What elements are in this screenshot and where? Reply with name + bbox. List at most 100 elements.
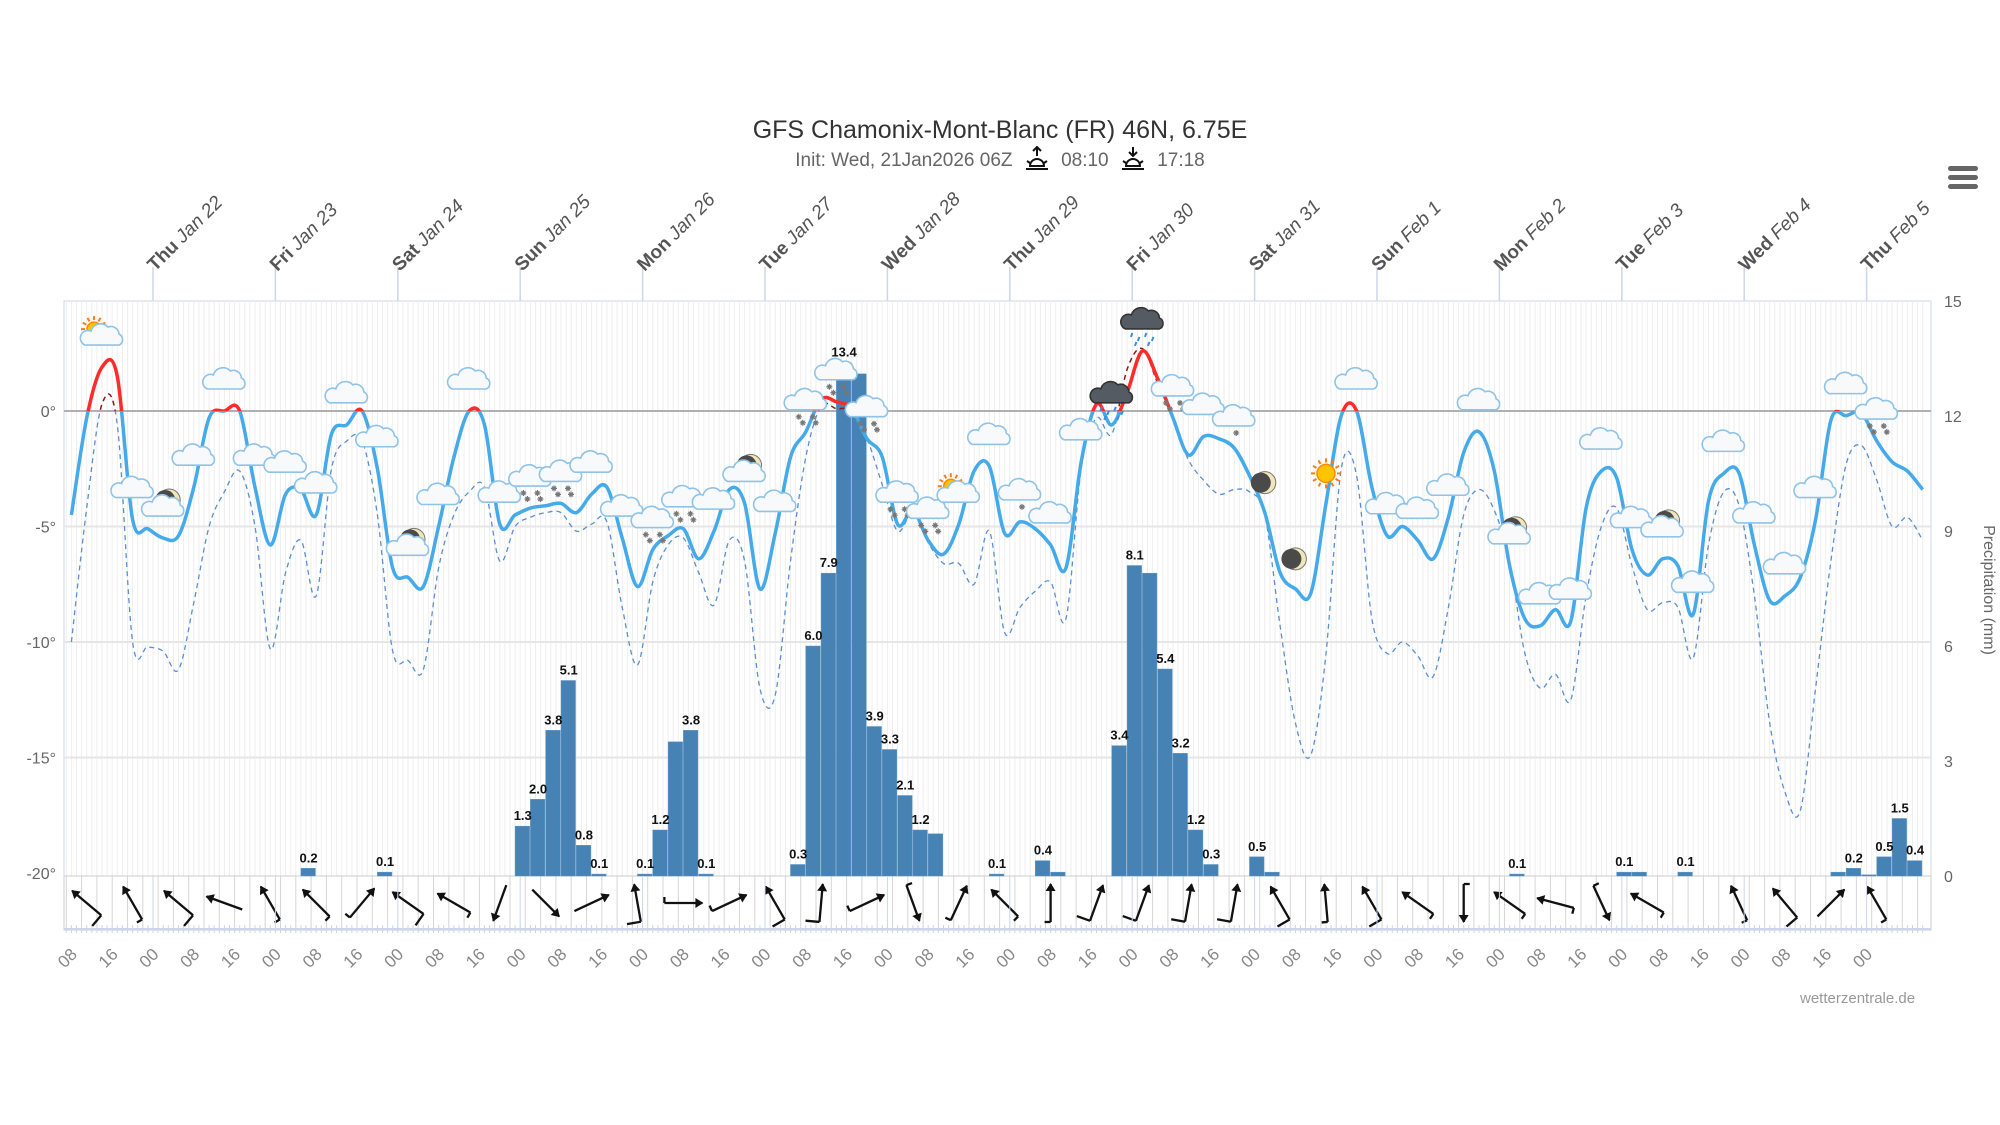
y-left-tick-label: -15° [26, 751, 56, 768]
cloudy-icon [1181, 392, 1225, 416]
day-of-week: Sat [1245, 239, 1281, 275]
wind-barb [708, 905, 714, 912]
sun-ray [1335, 465, 1340, 469]
day-of-week: Wed [1735, 233, 1778, 276]
sun-ray [954, 474, 959, 479]
precip-bar [1111, 745, 1127, 877]
cloudy-icon [293, 470, 338, 494]
day-label: FriJan 23 [266, 199, 342, 275]
wind-arrow-head [695, 898, 704, 908]
wind-arrow-icon [805, 883, 828, 924]
day-of-week: Tue [756, 238, 794, 276]
cloud-shape [691, 487, 736, 510]
day-date: Jan 24 [412, 196, 468, 252]
hour-tick-label: 16 [829, 945, 856, 972]
wind-barb [772, 918, 786, 928]
precip-bar [683, 730, 699, 877]
precip-value-label: 0.1 [636, 856, 654, 871]
precip-bar [1907, 860, 1923, 877]
day-date: Jan 29 [1028, 192, 1084, 248]
cloud-shape [1578, 427, 1623, 450]
day-label: WedJan 28 [878, 188, 965, 275]
precip-bar [1142, 572, 1158, 877]
wind-arrow-icon [846, 893, 886, 913]
snowflake [1233, 429, 1240, 436]
snowflake [642, 531, 649, 538]
wind-arrow-head [1269, 885, 1279, 896]
cloudy-icon [1058, 417, 1103, 441]
wind-arrow-head [1601, 911, 1612, 922]
precip-bar [790, 864, 806, 877]
precip-value-label: 3.4 [1110, 728, 1129, 743]
partly-cloudy-night-icon [1640, 509, 1684, 538]
wind-arrow-icon [1044, 883, 1056, 924]
wind-arrow-head [1361, 885, 1371, 896]
cloud-shape [1731, 500, 1776, 524]
hamburger-menu-icon[interactable] [1948, 166, 1978, 192]
day-label: SunFeb 1 [1368, 197, 1446, 275]
day-label: MonJan 26 [633, 189, 720, 276]
light-snow-icon [1211, 403, 1256, 436]
sun-ray [1335, 478, 1340, 482]
wind-barb [1880, 918, 1887, 924]
cloud-shape [1181, 392, 1225, 416]
partly-cloudy-night-icon [140, 488, 185, 517]
snowflake [673, 510, 680, 517]
precip-value-label: 2.0 [529, 781, 547, 796]
wind-arrow-head [490, 912, 501, 922]
hour-tick-label: 08 [299, 945, 326, 972]
hour-tick-label: 08 [1645, 945, 1672, 972]
y-right-tick-label: 0 [1944, 869, 1953, 886]
hour-tick-label: 16 [1564, 945, 1591, 972]
wind-barb [1428, 913, 1435, 920]
raindrop [1103, 415, 1107, 421]
snowflake [812, 419, 819, 426]
day-label: SunJan 25 [511, 191, 595, 275]
day-label: TueFeb 3 [1612, 200, 1688, 276]
cloudy-icon [171, 443, 216, 467]
cloudy-icon [1456, 387, 1501, 411]
precip-bar [530, 799, 546, 877]
sunset-icon [1121, 147, 1144, 170]
day-label: MonFeb 2 [1490, 195, 1571, 276]
y-right-tick-label: 9 [1944, 524, 1953, 541]
hour-tick-label: 08 [1523, 945, 1550, 972]
snowflake [799, 419, 806, 426]
wind-arrow-head [1866, 885, 1876, 896]
snowflake [1019, 503, 1025, 510]
wind-barb [1785, 916, 1798, 928]
wind-arrow-head [122, 885, 131, 896]
snowflake [1866, 423, 1873, 430]
wind-arrow-head [738, 893, 748, 903]
cloudy-icon [201, 367, 246, 390]
wind-arrow-head [259, 885, 269, 896]
cloud-shape [140, 494, 185, 517]
cloud-shape [722, 459, 766, 483]
precip-bar [1035, 860, 1051, 877]
sun-disc [1316, 463, 1336, 484]
clear-day-icon [1311, 458, 1341, 489]
day-of-week: Wed [878, 233, 921, 276]
precip-bar [1509, 873, 1525, 877]
cloud-shape [966, 422, 1011, 446]
wind-arrow-icon [1269, 885, 1291, 928]
cloud-shape [630, 505, 675, 529]
snowflake [1163, 399, 1169, 406]
sun-ray [943, 474, 948, 479]
snowflake [646, 537, 653, 544]
hour-tick-label: 16 [462, 945, 489, 972]
wind-arrow-head [1729, 884, 1739, 895]
day-of-week: Mon [1490, 233, 1532, 275]
snowflake [932, 522, 939, 529]
wind-arrow-icon [1216, 883, 1242, 923]
cloud-shape [1762, 551, 1807, 575]
snowflake [551, 485, 557, 492]
wind-arrow-head [1095, 884, 1106, 894]
raindrop [1146, 341, 1151, 347]
temperature-line [69, 411, 1925, 629]
dark-cloud-shape [1119, 306, 1164, 330]
precip-value-label: 0.1 [376, 854, 394, 869]
precipitation-bars [300, 362, 1923, 877]
snow-icon [813, 357, 858, 396]
wind-barb [136, 918, 143, 924]
